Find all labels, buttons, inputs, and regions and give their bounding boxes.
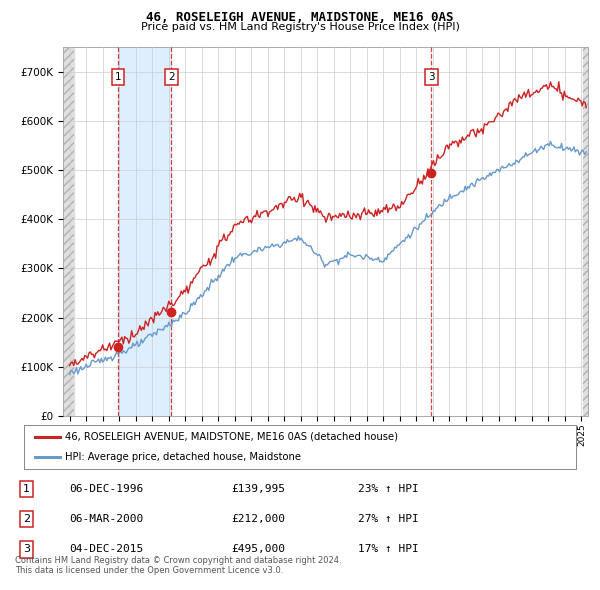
Text: 17% ↑ HPI: 17% ↑ HPI	[358, 545, 418, 555]
Text: 2: 2	[23, 514, 30, 524]
Text: 1: 1	[23, 484, 30, 494]
Text: 04-DEC-2015: 04-DEC-2015	[70, 545, 144, 555]
Text: £212,000: £212,000	[231, 514, 285, 524]
Text: 3: 3	[428, 72, 435, 81]
Text: 27% ↑ HPI: 27% ↑ HPI	[358, 514, 418, 524]
Bar	[583, 47, 588, 416]
Text: £495,000: £495,000	[231, 545, 285, 555]
Text: Contains HM Land Registry data © Crown copyright and database right 2024.
This d: Contains HM Land Registry data © Crown c…	[15, 556, 341, 575]
Text: 2: 2	[168, 72, 175, 81]
Text: 06-DEC-1996: 06-DEC-1996	[70, 484, 144, 494]
Text: 23% ↑ HPI: 23% ↑ HPI	[358, 484, 418, 494]
Text: Price paid vs. HM Land Registry's House Price Index (HPI): Price paid vs. HM Land Registry's House …	[140, 22, 460, 32]
Bar	[118, 47, 172, 416]
Bar	[583, 47, 588, 416]
Text: 1: 1	[115, 72, 121, 81]
Bar	[63, 47, 74, 416]
Text: £139,995: £139,995	[231, 484, 285, 494]
Text: 46, ROSELEIGH AVENUE, MAIDSTONE, ME16 0AS (detached house): 46, ROSELEIGH AVENUE, MAIDSTONE, ME16 0A…	[65, 432, 398, 442]
Text: 46, ROSELEIGH AVENUE, MAIDSTONE, ME16 0AS: 46, ROSELEIGH AVENUE, MAIDSTONE, ME16 0A…	[146, 11, 454, 24]
Text: 3: 3	[23, 545, 30, 555]
Text: 06-MAR-2000: 06-MAR-2000	[70, 514, 144, 524]
Bar	[63, 47, 74, 416]
Text: HPI: Average price, detached house, Maidstone: HPI: Average price, detached house, Maid…	[65, 452, 301, 462]
